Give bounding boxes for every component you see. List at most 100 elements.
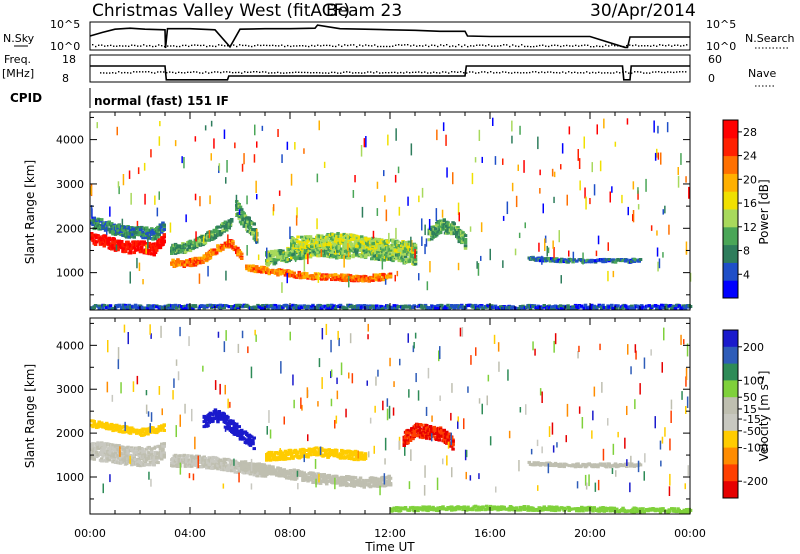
heatmap-noise <box>515 195 518 208</box>
heatmap-cell <box>183 464 188 468</box>
nsearch-point <box>311 44 313 47</box>
power-panel-frame <box>89 111 691 311</box>
heatmap-cell <box>450 231 454 234</box>
heatmap-cell <box>203 238 208 242</box>
nave-point <box>103 72 105 74</box>
nsearch-point <box>602 45 604 48</box>
heatmap-cell <box>207 456 211 460</box>
heatmap-cell <box>161 426 165 430</box>
heatmap-cell <box>363 275 368 279</box>
heatmap-cell <box>355 253 359 257</box>
heatmap-noise <box>130 192 132 205</box>
nsearch-point <box>584 44 586 46</box>
heatmap-noise <box>342 243 344 255</box>
heatmap-cell <box>225 223 229 227</box>
nsearch-tick-top: 10^5 <box>706 18 736 31</box>
heatmap-cell <box>150 447 154 451</box>
heatmap-cell <box>397 254 401 258</box>
heatmap-cell <box>246 229 250 233</box>
heatmap-cell <box>517 307 521 310</box>
heatmap-cell <box>157 243 161 247</box>
nave-point <box>484 71 486 73</box>
heatmap-noise <box>253 154 256 163</box>
heatmap-cell <box>318 244 323 248</box>
heatmap-cell <box>132 235 136 239</box>
heatmap-noise <box>654 152 657 161</box>
heatmap-cell <box>446 231 450 235</box>
heatmap-noise <box>158 136 161 146</box>
heatmap-cell <box>430 237 434 241</box>
heatmap-cell <box>112 223 116 227</box>
heatmap-cell <box>381 306 385 310</box>
heatmap-noise <box>207 265 209 277</box>
heatmap-cell <box>356 304 360 308</box>
heatmap-cell <box>407 253 411 257</box>
heatmap-noise <box>538 242 540 252</box>
heatmap-cell <box>340 247 344 251</box>
heatmap-cell <box>601 260 605 264</box>
heatmap-cell <box>673 307 678 311</box>
heatmap-noise <box>476 261 478 269</box>
nsearch-point <box>443 44 445 47</box>
heatmap-cell <box>180 248 184 252</box>
heatmap-cell <box>117 444 121 448</box>
heatmap-noise <box>137 167 140 175</box>
heatmap-cell <box>351 244 355 248</box>
heatmap-noise <box>238 209 241 215</box>
nave-point <box>289 71 291 74</box>
heatmap-cell <box>306 276 310 280</box>
heatmap-cell <box>208 303 213 307</box>
heatmap-cell <box>193 242 198 246</box>
heatmap-noise <box>537 136 539 150</box>
heatmap-noise <box>116 126 118 136</box>
colorbar-swatch <box>723 173 738 192</box>
heatmap-noise <box>656 247 659 257</box>
heatmap-noise <box>198 273 201 284</box>
heatmap-cell <box>135 431 139 435</box>
heatmap-cell <box>445 306 449 310</box>
heatmap-noise <box>627 206 629 216</box>
nsearch-point <box>377 45 379 48</box>
nsearch-point <box>386 45 388 48</box>
heatmap-cell <box>320 234 324 238</box>
nsearch-point <box>470 45 472 47</box>
heatmap-cell <box>135 232 139 236</box>
nsearch-point <box>122 45 124 47</box>
heatmap-cell <box>570 307 574 311</box>
heatmap-cell <box>362 248 366 252</box>
nsearch-point <box>596 45 598 47</box>
nave-point <box>475 72 477 74</box>
heatmap-cell <box>123 456 128 460</box>
nsearch-point <box>683 44 685 47</box>
nsearch-point <box>572 45 574 47</box>
heatmap-noise <box>452 172 454 185</box>
heatmap-cell <box>213 248 218 252</box>
heatmap-noise <box>185 214 187 223</box>
heatmap-cell <box>198 240 203 244</box>
heatmap-cell <box>442 219 446 223</box>
nave-point <box>523 72 525 74</box>
nave-point <box>331 71 333 74</box>
heatmap-noise <box>421 218 423 231</box>
nave-point <box>352 72 354 74</box>
nsearch-point <box>200 44 202 47</box>
heatmap-cell <box>102 453 106 456</box>
nsearch-point <box>365 44 367 46</box>
heatmap-cell <box>220 231 224 235</box>
nave-point <box>667 71 669 73</box>
heatmap-cell <box>196 236 200 240</box>
nave-point <box>232 71 234 74</box>
heatmap-cell <box>463 244 468 248</box>
nave-point <box>598 71 600 74</box>
heatmap-cell <box>155 456 159 460</box>
nsearch-point <box>245 44 247 47</box>
heatmap-cell <box>333 307 338 310</box>
heatmap-noise <box>544 238 546 252</box>
heatmap-cell <box>255 265 259 269</box>
heatmap-cell <box>463 238 468 241</box>
nsearch-point <box>437 45 439 48</box>
heatmap-cell <box>566 306 570 310</box>
heatmap-cell <box>147 428 151 432</box>
heatmap-cell <box>253 228 258 231</box>
freq-tick-bottom: 8 <box>62 72 69 85</box>
